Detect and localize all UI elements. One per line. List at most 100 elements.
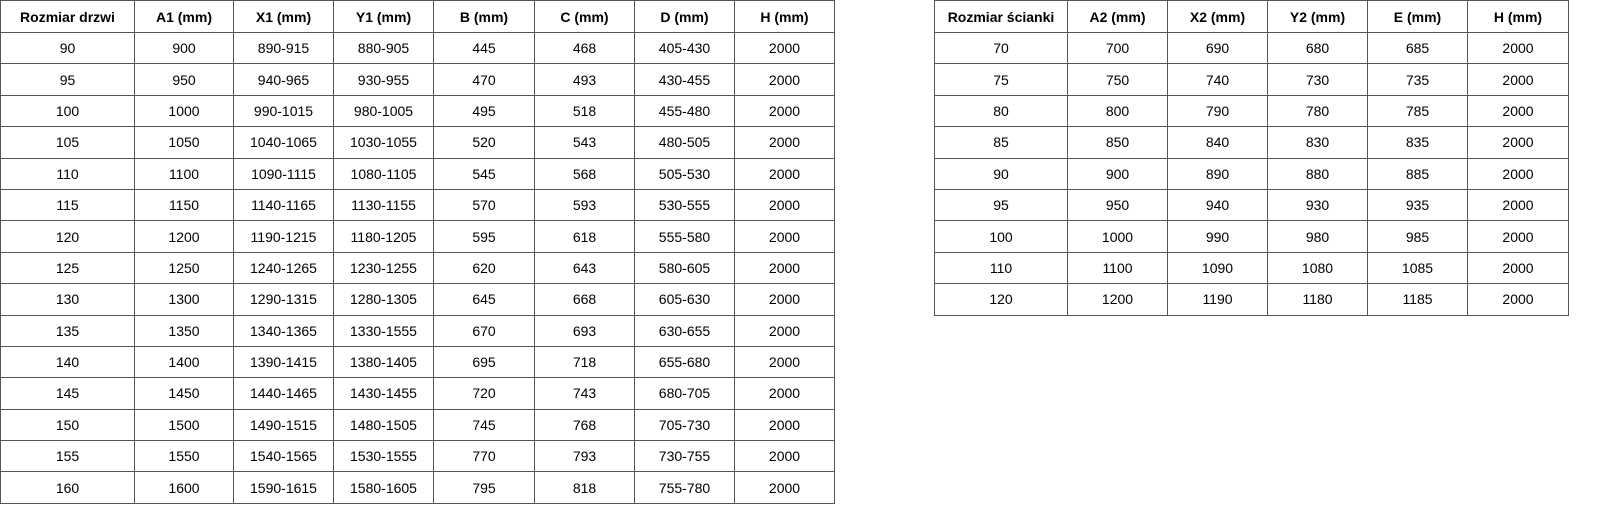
- table-cell: 2000: [1467, 31, 1569, 65]
- table-row: 80 800 790 780 785 2000: [934, 94, 1569, 128]
- table-cell: 940: [1167, 188, 1268, 222]
- table-cell: 1050: [134, 126, 234, 159]
- table-cell: 740: [1167, 63, 1268, 96]
- table-row: 135 1350 1340-1365 1330-1555 670 693 630-655 20…: [0, 314, 835, 347]
- table-row: 140 1400 1390-1415 1380-1405 695 718 655-680 20…: [0, 345, 835, 379]
- table-cell: 130: [0, 283, 135, 316]
- table-cell: 1500: [134, 408, 234, 442]
- table-cell: 135: [0, 314, 135, 347]
- table-cell: 620: [433, 251, 535, 285]
- table-cell: 2000: [734, 126, 835, 159]
- table-cell: 980-1005: [333, 94, 434, 128]
- table-cell: 90: [0, 31, 135, 65]
- table-cell: 1330-1555: [333, 314, 434, 347]
- table-cell: 1450: [134, 377, 234, 410]
- table-cell: 890: [1167, 157, 1268, 190]
- table-cell: 155: [0, 440, 135, 473]
- table-cell: 445: [433, 31, 535, 65]
- table-row: 95 950 940 930 935 2000: [934, 188, 1569, 222]
- table-cell: 2000: [734, 157, 835, 190]
- table-cell: 680-705: [634, 377, 735, 410]
- table-cell: 1000: [134, 94, 234, 128]
- table-cell: 850: [1067, 126, 1168, 159]
- table-cell: 75: [934, 63, 1068, 96]
- column-header: C (mm): [534, 0, 635, 33]
- table-cell: 100: [934, 220, 1068, 253]
- table-cell: 1090-1115: [233, 157, 334, 190]
- table-cell: 95: [934, 188, 1068, 222]
- table-cell: 1190-1215: [233, 220, 334, 253]
- column-header: Y1 (mm): [333, 0, 434, 33]
- table-cell: 1280-1305: [333, 283, 434, 316]
- table-cell: 125: [0, 251, 135, 285]
- table-cell: 70: [934, 31, 1068, 65]
- table-cell: 2000: [1467, 157, 1569, 190]
- table-cell: 705-730: [634, 408, 735, 442]
- table-cell: 480-505: [634, 126, 735, 159]
- table-cell: 2000: [1467, 251, 1569, 285]
- table-cell: 110: [0, 157, 135, 190]
- table-cell: 890-915: [233, 31, 334, 65]
- table-cell: 570: [433, 188, 535, 222]
- table-cell: 1080: [1267, 251, 1368, 285]
- table-cell: 1230-1255: [333, 251, 434, 285]
- table-cell: 680: [1267, 31, 1368, 65]
- table-cell: 150: [0, 408, 135, 442]
- table-cell: 2000: [734, 471, 835, 504]
- table-cell: 730: [1267, 63, 1368, 96]
- table-cell: 2000: [1467, 188, 1569, 222]
- table-cell: 2000: [734, 283, 835, 316]
- table-cell: 985: [1367, 220, 1468, 253]
- table-cell: 768: [534, 408, 635, 442]
- table-cell: 800: [1067, 94, 1168, 128]
- table-cell: 2000: [1467, 126, 1569, 159]
- table-row: 160 1600 1590-1615 1580-1605 795 818 755-780 20…: [0, 471, 835, 504]
- table-row: 95 950 940-965 930-955 470 493 430-455 2000: [0, 63, 835, 96]
- table-cell: 990-1015: [233, 94, 334, 128]
- table-cell: 755-780: [634, 471, 735, 504]
- table-cell: 818: [534, 471, 635, 504]
- table-row: 90 900 890-915 880-905 445 468 405-430 2000: [0, 31, 835, 65]
- table-row: 90 900 890 880 885 2000: [934, 157, 1569, 190]
- header-row: Rozmiar drzwi A1 (mm) X1 (mm) Y1 (mm) B (mm)…: [0, 0, 835, 33]
- table-cell: 105: [0, 126, 135, 159]
- table-cell: 555-580: [634, 220, 735, 253]
- table-cell: 2000: [734, 377, 835, 410]
- table-cell: 1085: [1367, 251, 1468, 285]
- table-cell: 655-680: [634, 345, 735, 379]
- table-cell: 695: [433, 345, 535, 379]
- table-cell: 2000: [734, 440, 835, 473]
- table-cell: 643: [534, 251, 635, 285]
- table-cell: 95: [0, 63, 135, 96]
- table-cell: 2000: [1467, 220, 1569, 253]
- table-cell: 730-755: [634, 440, 735, 473]
- table-cell: 1000: [1067, 220, 1168, 253]
- table-cell: 1030-1055: [333, 126, 434, 159]
- table-cell: 1440-1465: [233, 377, 334, 410]
- table-cell: 1540-1565: [233, 440, 334, 473]
- table-cell: 935: [1367, 188, 1468, 222]
- table-cell: 1350: [134, 314, 234, 347]
- table-cell: 1100: [134, 157, 234, 190]
- table-cell: 120: [0, 220, 135, 253]
- column-header: X1 (mm): [233, 0, 334, 33]
- table-cell: 1240-1265: [233, 251, 334, 285]
- table-cell: 1140-1165: [233, 188, 334, 222]
- table-cell: 530-555: [634, 188, 735, 222]
- table-cell: 543: [534, 126, 635, 159]
- table-cell: 618: [534, 220, 635, 253]
- table-cell: 885: [1367, 157, 1468, 190]
- table-row: 110 1100 1090 1080 1085 2000: [934, 251, 1569, 285]
- table-cell: 1430-1455: [333, 377, 434, 410]
- table-cell: 718: [534, 345, 635, 379]
- table-cell: 950: [134, 63, 234, 96]
- table-cell: 145: [0, 377, 135, 410]
- table-cell: 668: [534, 283, 635, 316]
- table-cell: 2000: [1467, 94, 1569, 128]
- table-cell: 835: [1367, 126, 1468, 159]
- table-cell: 85: [934, 126, 1068, 159]
- table-row: 70 700 690 680 685 2000: [934, 31, 1569, 65]
- table-cell: 930-955: [333, 63, 434, 96]
- table-row: 120 1200 1190-1215 1180-1205 595 618 555-580 20…: [0, 220, 835, 253]
- table-cell: 140: [0, 345, 135, 379]
